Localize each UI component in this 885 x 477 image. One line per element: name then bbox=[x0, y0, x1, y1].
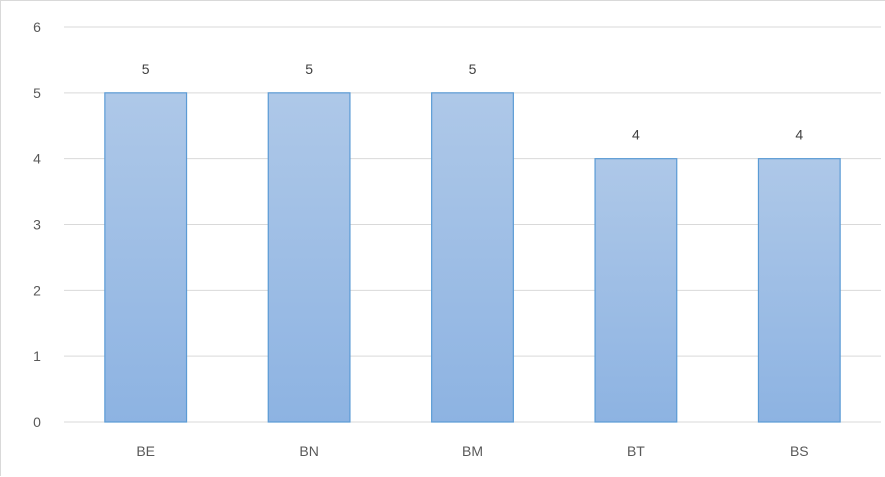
y-axis-ticks: 0 1 2 3 4 5 6 bbox=[33, 19, 41, 430]
x-tick-label-bs: BS bbox=[790, 443, 809, 459]
bars bbox=[104, 92, 841, 423]
y-tick-label: 0 bbox=[33, 414, 41, 430]
y-tick-label: 4 bbox=[33, 151, 41, 167]
data-label-be: 5 bbox=[142, 61, 150, 77]
y-tick-label: 3 bbox=[33, 217, 41, 233]
x-axis-ticks: BE BN BM BT BS bbox=[136, 443, 808, 459]
x-tick-label-bm: BM bbox=[462, 443, 483, 459]
x-tick-label-bn: BN bbox=[299, 443, 318, 459]
bar-bs bbox=[757, 158, 841, 423]
y-tick-label: 2 bbox=[33, 282, 41, 298]
bar-bm bbox=[431, 92, 514, 423]
y-tick-label: 1 bbox=[33, 348, 41, 364]
y-tick-label: 6 bbox=[33, 19, 41, 35]
data-label-bs: 4 bbox=[795, 127, 803, 143]
x-tick-label-bt: BT bbox=[627, 443, 645, 459]
bar-bt bbox=[594, 158, 678, 423]
bar-bn bbox=[267, 92, 351, 423]
data-label-bn: 5 bbox=[305, 61, 313, 77]
data-label-bt: 4 bbox=[632, 127, 640, 143]
x-tick-label-be: BE bbox=[136, 443, 155, 459]
y-tick-label: 5 bbox=[33, 85, 41, 101]
data-label-bm: 5 bbox=[469, 61, 477, 77]
bar-be bbox=[104, 92, 188, 423]
data-labels: 5 5 5 4 4 bbox=[142, 61, 804, 143]
